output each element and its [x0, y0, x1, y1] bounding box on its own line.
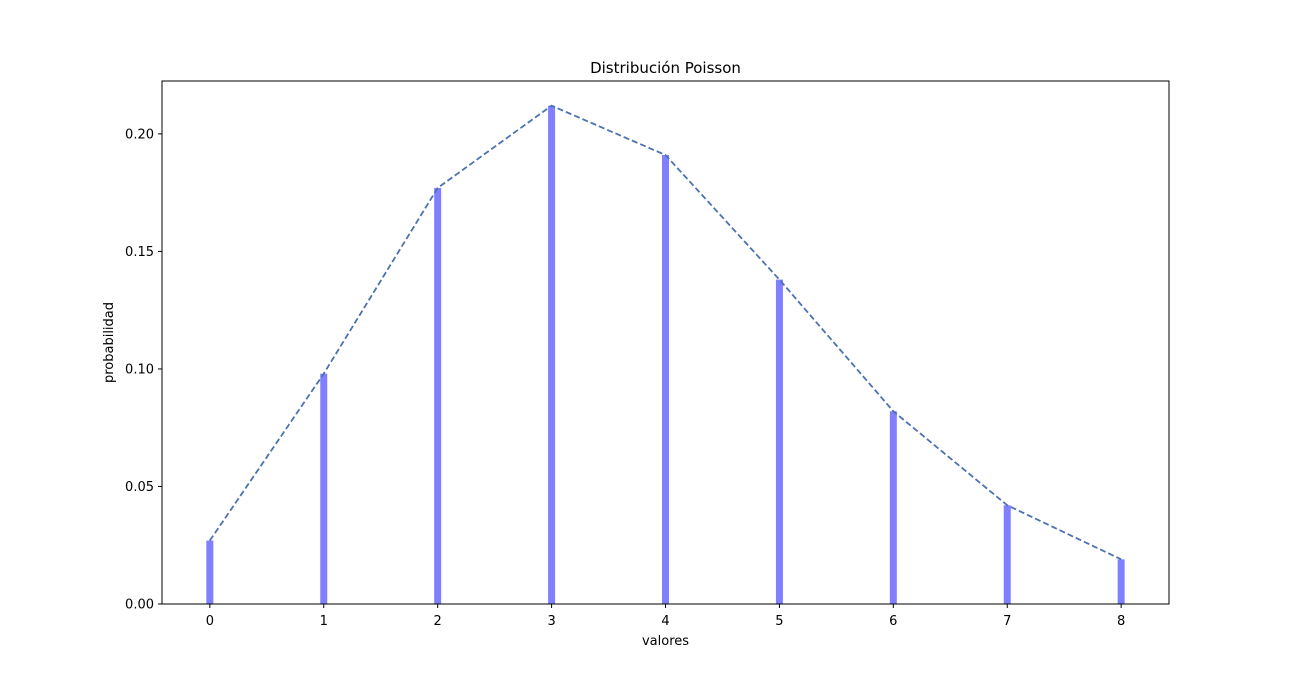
x-axis: 0 1 2 3 4 5 6 7 8 [206, 604, 1125, 629]
bar-4 [662, 155, 669, 604]
chart-title: Distribución Poisson [590, 59, 741, 77]
x-tick-label: 3 [547, 614, 555, 629]
x-tick-label: 7 [1003, 614, 1011, 629]
y-tick-label: 0.00 [125, 598, 154, 613]
bar-1 [320, 373, 328, 604]
y-tick-label: 0.20 [125, 127, 154, 142]
bar-5 [775, 279, 783, 604]
y-tick-label: 0.15 [125, 245, 154, 260]
x-tick-label: 8 [1117, 614, 1125, 629]
x-tick-label: 2 [434, 614, 442, 629]
y-tick-label: 0.05 [125, 480, 154, 495]
x-tick-label: 0 [206, 614, 214, 629]
x-tick-label: 5 [775, 614, 783, 629]
series-line [209, 104, 1122, 561]
x-tick-label: 6 [889, 614, 897, 629]
bar-0 [206, 540, 214, 604]
plot-area [161, 80, 1170, 605]
y-axis-label: probabilidad [102, 302, 117, 383]
x-tick-label: 4 [661, 614, 669, 629]
bar-7 [1003, 505, 1011, 604]
bar-2 [434, 187, 442, 604]
y-tick-label: 0.10 [125, 362, 154, 377]
y-axis: 0.00 0.05 0.10 0.15 0.20 [125, 127, 162, 613]
x-tick-label: 1 [320, 614, 328, 629]
bar-3 [548, 105, 556, 604]
x-axis-label: valores [642, 634, 689, 649]
bar-6 [889, 411, 897, 604]
bar-8 [1117, 559, 1125, 604]
